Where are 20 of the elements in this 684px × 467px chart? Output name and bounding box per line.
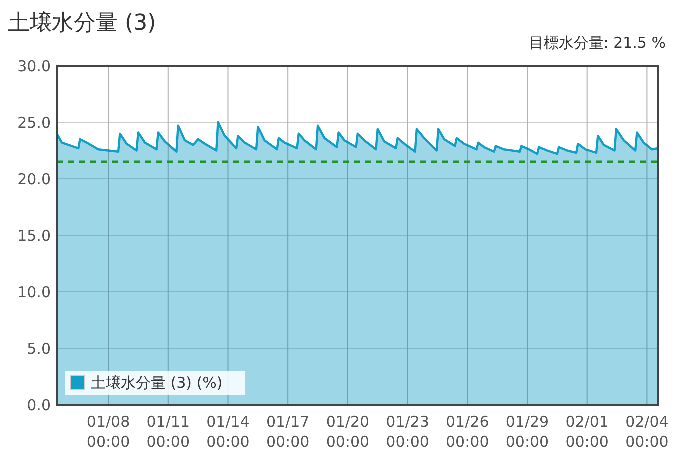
y-tick-label: 5.0 xyxy=(27,340,51,358)
x-tick-label: 01/29 00:00 xyxy=(506,413,550,451)
x-tick-label: 01/08 00:00 xyxy=(86,413,130,451)
x-tick-label: 01/11 00:00 xyxy=(146,413,190,451)
x-tick-label: 01/26 00:00 xyxy=(446,413,490,451)
x-tick-label: 02/01 00:00 xyxy=(566,413,609,451)
y-tick-label: 25.0 xyxy=(18,114,51,132)
x-tick-label: 01/23 00:00 xyxy=(386,413,430,451)
legend-label: 土壌水分量 (3) (%) xyxy=(91,374,223,392)
x-tick-label: 01/17 00:00 xyxy=(266,413,310,451)
y-tick-label: 10.0 xyxy=(18,283,51,302)
y-tick-label: 0.0 xyxy=(27,396,51,414)
x-tick-label: 01/14 00:00 xyxy=(206,413,250,451)
x-tick-label: 02/04 00:00 xyxy=(626,413,669,451)
y-tick-label: 20.0 xyxy=(18,170,51,188)
text: 目標水分量: 21.5 % xyxy=(528,34,666,52)
y-tick-label: 15.0 xyxy=(18,226,51,245)
chart-title: 土壌水分量 (3) xyxy=(8,11,156,36)
x-tick-label: 01/20 00:00 xyxy=(326,413,370,451)
y-tick-label: 30.0 xyxy=(18,57,51,76)
